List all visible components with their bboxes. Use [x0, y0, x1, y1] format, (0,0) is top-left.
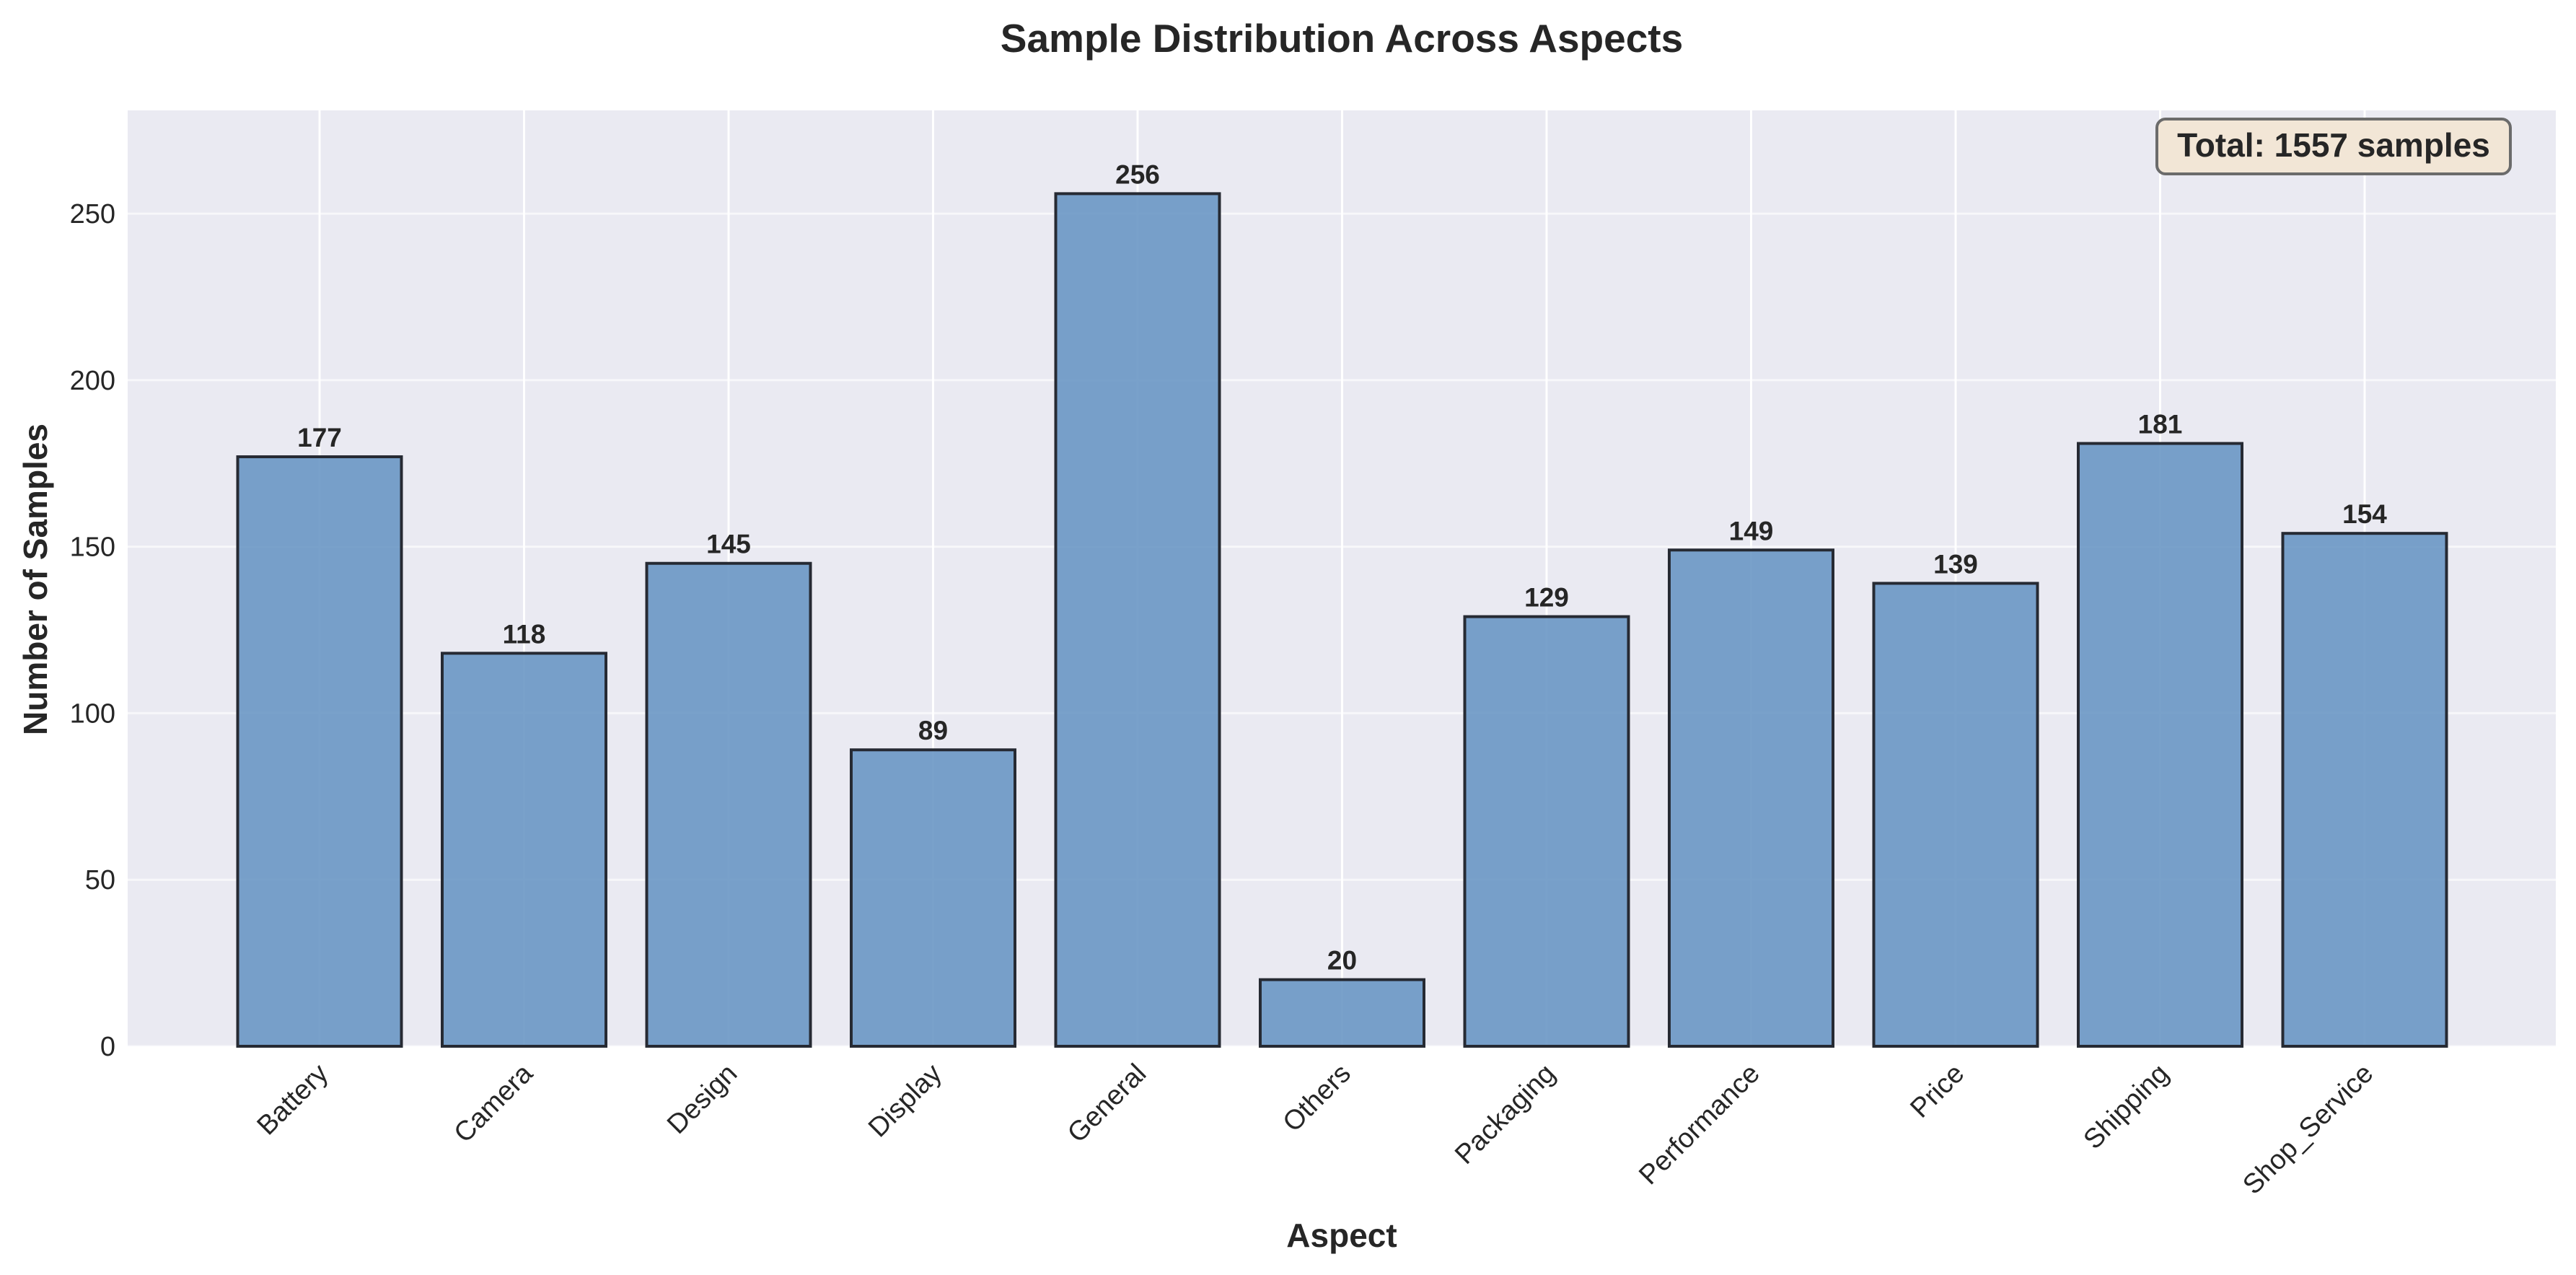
chart-title: Sample Distribution Across Aspects [1001, 16, 1683, 61]
y-tick-label: 0 [100, 1032, 115, 1062]
value-label: 181 [2138, 410, 2183, 439]
bar-performance [1668, 548, 1834, 1048]
y-tick-label: 200 [70, 366, 115, 396]
value-label: 20 [1327, 946, 1357, 976]
x-tick-label: Price [1904, 1059, 1970, 1124]
value-label: 89 [918, 716, 948, 745]
x-tick-label: Design [661, 1059, 743, 1140]
x-tick-label: Packaging [1449, 1059, 1561, 1170]
total-annotation: Total: 1557 samples [2155, 118, 2512, 175]
value-label: 139 [1933, 549, 1978, 579]
x-tick-label: Performance [1633, 1059, 1766, 1191]
bar-design [645, 561, 812, 1048]
bars-group [236, 192, 2448, 1048]
bar-price [1872, 582, 2039, 1048]
value-label: 256 [1115, 159, 1160, 189]
x-tick-label: Display [863, 1059, 948, 1144]
x-tick-label: General [1062, 1059, 1152, 1149]
x-tick-label: Others [1278, 1059, 1357, 1138]
bar-general [1054, 192, 1221, 1048]
y-tick-labels-group: 0 50 100 150 200 250 [70, 199, 115, 1062]
total-annotation-box [2155, 118, 2512, 175]
value-label: 118 [503, 619, 546, 649]
bar-shipping [2077, 442, 2243, 1048]
bar-others [1259, 978, 1425, 1048]
x-tick-label: Battery [252, 1059, 335, 1142]
x-axis-title: Aspect [1286, 1217, 1397, 1254]
value-labels-group: 177 118 145 89 256 20 129 149 139 181 154 [297, 159, 2387, 975]
bar-packaging [1463, 615, 1630, 1048]
value-label: 177 [297, 423, 342, 452]
bar-shop-service [2281, 532, 2448, 1048]
bar-display [850, 748, 1016, 1048]
x-tick-label: Shop_Service [2237, 1059, 2379, 1201]
bar-battery [236, 455, 403, 1048]
bar-camera [441, 652, 607, 1048]
value-label: 145 [706, 530, 751, 559]
y-tick-label: 250 [70, 199, 115, 229]
y-axis-title: Number of Samples [17, 424, 54, 735]
x-tick-label: Shipping [2078, 1059, 2175, 1155]
y-tick-label: 50 [85, 865, 115, 895]
total-annotation-text: Total: 1557 samples [2177, 126, 2490, 164]
y-tick-label: 150 [70, 533, 115, 563]
value-label: 149 [1729, 516, 1774, 546]
value-label: 154 [2342, 499, 2387, 529]
x-tick-label: Camera [449, 1058, 540, 1149]
value-label: 129 [1524, 583, 1569, 613]
x-tick-labels-group: Battery Camera Design Display General Others P… [252, 1058, 2380, 1201]
y-tick-label: 100 [70, 698, 115, 729]
